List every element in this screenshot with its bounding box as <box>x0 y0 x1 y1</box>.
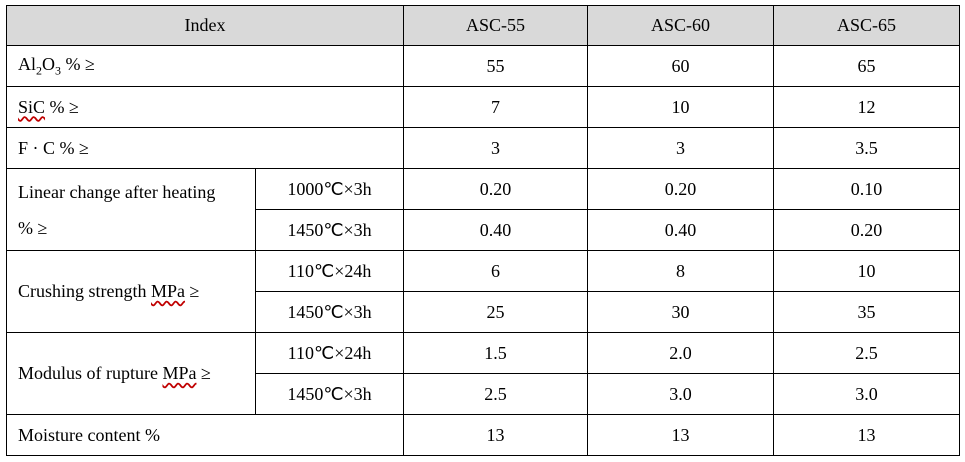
header-row: Index ASC-55 ASC-60 ASC-65 <box>5 5 961 46</box>
row-label-fc: F · C % ≥ <box>5 127 405 169</box>
cell-value: 25 <box>403 291 589 333</box>
table-row-modulus-2: 1450℃×3h 2.5 3.0 3.0 <box>7 373 961 415</box>
cell-value: 7 <box>403 86 589 128</box>
cell-value: 10 <box>773 250 961 292</box>
cell-value: 2.5 <box>773 332 961 374</box>
cell-value: 6 <box>403 250 589 292</box>
cell-value: 1.5 <box>403 332 589 374</box>
cell-value: 55 <box>403 45 589 87</box>
cell-value: 12 <box>773 86 961 128</box>
header-asc-55: ASC-55 <box>403 5 589 46</box>
table-row-linear-2: 1450℃×3h 0.40 0.40 0.20 <box>7 209 961 251</box>
cell-value: 3 <box>587 127 775 169</box>
cell-value: 0.10 <box>773 168 961 210</box>
header-asc-65: ASC-65 <box>773 5 961 46</box>
table-row-al2o3: Al2O3 % ≥ 55 60 65 <box>5 45 961 87</box>
cell-value: 10 <box>587 86 775 128</box>
row-label-modulus-of-rupture: Modulus of rupture MPa ≥ <box>6 332 256 415</box>
cell-value: 30 <box>587 291 775 333</box>
condition-cell: 110℃×24h <box>254 250 405 292</box>
cell-value: 35 <box>773 291 961 333</box>
header-asc-60: ASC-60 <box>587 5 775 46</box>
table-row-linear-1: Linear change after heating % ≥ 1000℃×3h… <box>6 168 961 251</box>
cell-value: 0.40 <box>403 209 589 251</box>
cell-value: 3.5 <box>773 127 961 169</box>
table-row-crushing-2: 1450℃×3h 25 30 35 <box>7 291 961 333</box>
header-index: Index <box>5 5 405 46</box>
cell-value: 0.40 <box>587 209 775 251</box>
cell-value: 13 <box>773 414 961 456</box>
row-label-moisture-content: Moisture content % <box>5 414 405 456</box>
row-label-sic: SiC % ≥ <box>5 86 405 128</box>
cell-value: 0.20 <box>587 168 775 210</box>
cell-value: 3.0 <box>587 373 775 415</box>
condition-cell: 110℃×24h <box>254 332 405 374</box>
cell-value: 2.0 <box>587 332 775 374</box>
cell-value: 0.20 <box>403 168 589 210</box>
cell-value: 65 <box>773 45 961 87</box>
condition-cell: 1450℃×3h <box>254 291 405 333</box>
cell-value: 8 <box>587 250 775 292</box>
table-row-crushing-1: Crushing strength MPa ≥ 110℃×24h 6 8 10 <box>6 250 961 333</box>
row-label-al2o3: Al2O3 % ≥ <box>5 45 405 87</box>
cell-value: 60 <box>587 45 775 87</box>
row-label-crushing-strength: Crushing strength MPa ≥ <box>6 250 256 333</box>
cell-value: 3.0 <box>773 373 961 415</box>
condition-cell: 1450℃×3h <box>254 209 405 251</box>
table-row-sic: SiC % ≥ 7 10 12 <box>5 86 961 128</box>
specification-table: Index ASC-55 ASC-60 ASC-65 Al2O3 % ≥ 55 … <box>5 5 961 456</box>
condition-cell: 1450℃×3h <box>254 373 405 415</box>
row-label-linear-change: Linear change after heating % ≥ <box>6 168 256 251</box>
table-row-fc: F · C % ≥ 3 3 3.5 <box>5 127 961 169</box>
condition-cell: 1000℃×3h <box>254 168 405 210</box>
cell-value: 0.20 <box>773 209 961 251</box>
table-row-moisture: Moisture content % 13 13 13 <box>5 414 961 456</box>
cell-value: 2.5 <box>403 373 589 415</box>
cell-value: 3 <box>403 127 589 169</box>
table-row-modulus-1: Modulus of rupture MPa ≥ 110℃×24h 1.5 2.… <box>6 332 961 415</box>
cell-value: 13 <box>403 414 589 456</box>
cell-value: 13 <box>587 414 775 456</box>
